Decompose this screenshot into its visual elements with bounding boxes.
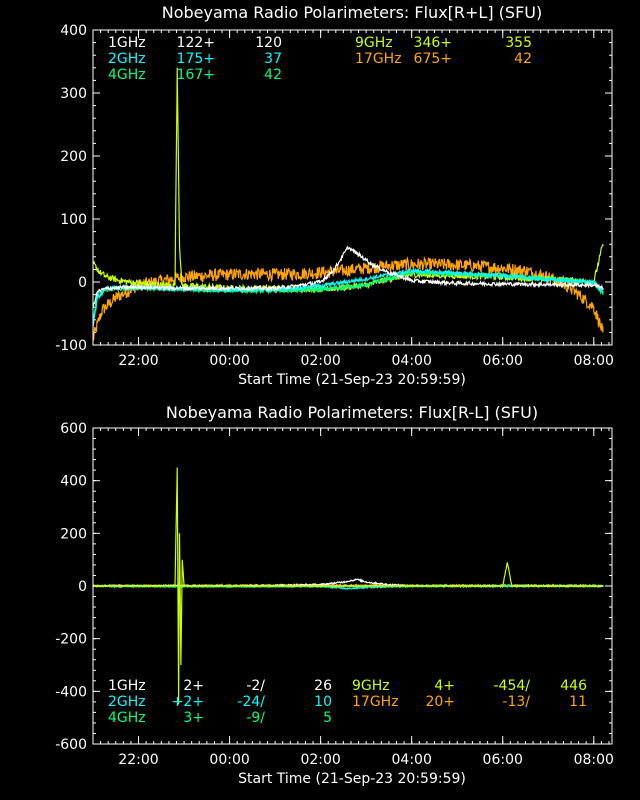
x-tick-label: 22:00: [118, 752, 158, 768]
legend-frequency: 2GHz: [108, 694, 146, 710]
data-series: [93, 67, 604, 341]
x-tick-label: 00:00: [209, 752, 249, 768]
legend-value-3: 11: [569, 694, 587, 710]
legend-value-2: 37: [264, 51, 282, 67]
flux-r-plus-l-panel: Nobeyama Radio Polarimeters: Flux[R+L] (…: [55, 3, 614, 388]
y-tick-label: 200: [60, 149, 87, 165]
x-tick-label: 08:00: [574, 752, 614, 768]
legend-value-2: -454/: [494, 678, 531, 694]
y-tick-label: 400: [60, 23, 87, 39]
plot-frame: [92, 29, 613, 346]
y-tick-label: 300: [60, 86, 87, 102]
y-tick-label: -100: [55, 338, 87, 354]
y-tick-label: 200: [60, 526, 87, 542]
legend-frequency: 9GHz: [355, 35, 393, 51]
y-tick-label: 100: [60, 212, 87, 228]
x-tick-label: 02:00: [300, 353, 340, 369]
series-line: [93, 467, 604, 705]
legend-frequency: 1GHz: [108, 35, 146, 51]
legend-value-1: 122+: [177, 35, 215, 51]
legend-value-2: -13/: [502, 694, 530, 710]
flux-r-minus-l-panel: Nobeyama Radio Polarimeters: Flux[R-L] (…: [55, 403, 614, 787]
legend-value-2: -9/: [246, 710, 265, 726]
legend-value-3: 10: [314, 694, 332, 710]
legend: 1GHz 122+ 120 2GHz 175+ 37 4GHz 167+ 42 9GHz 346+ 3…: [108, 35, 532, 83]
legend-value-2: 355: [505, 35, 532, 51]
legend-frequency: 4GHz: [108, 710, 146, 726]
legend-value-3: 446: [560, 678, 587, 694]
y-tick-label: 0: [78, 275, 87, 291]
chart-title: Nobeyama Radio Polarimeters: Flux[R-L] (…: [166, 403, 538, 422]
legend-value-2: 120: [255, 35, 282, 51]
legend: 1GHz 2+ -2/26 2GHz +2+ -24/10 4GHz 3+ -9/5 9GHz 4+…: [108, 678, 587, 726]
x-tick-label: 22:00: [118, 353, 158, 369]
legend-value-1: +2+: [172, 694, 204, 710]
legend-value-3: 26: [314, 678, 332, 694]
x-axis-label: Start Time (21-Sep-23 20:59:59): [238, 771, 466, 787]
legend-value-3: 5: [323, 710, 332, 726]
chart-title: Nobeyama Radio Polarimeters: Flux[R+L] (…: [162, 3, 542, 22]
legend-value-2: 42: [514, 51, 532, 67]
legend-frequency: 17GHz: [355, 51, 402, 67]
plot-frame: [92, 427, 613, 745]
legend-value-2: -2/: [246, 678, 265, 694]
x-tick-label: 08:00: [574, 353, 614, 369]
y-tick-label: 600: [60, 421, 87, 437]
legend-value-1: 20+: [425, 694, 455, 710]
x-axis-label: Start Time (21-Sep-23 20:59:59): [238, 372, 466, 388]
axis-ticks: -100 0 100 200 300 400 22:00 00:00 02:00 04:00 06:…: [55, 23, 614, 369]
y-tick-label: 0: [78, 579, 87, 595]
legend-frequency: 17GHz: [352, 694, 399, 710]
x-tick-label: 04:00: [392, 752, 432, 768]
legend-frequency: 2GHz: [108, 51, 146, 67]
x-tick-label: 00:00: [209, 353, 249, 369]
legend-value-2: 42: [264, 67, 282, 83]
x-tick-label: 02:00: [300, 752, 340, 768]
legend-frequency: 9GHz: [352, 678, 390, 694]
legend-value-1: 4+: [434, 678, 455, 694]
x-tick-label: 06:00: [483, 752, 523, 768]
legend-value-1: 3+: [183, 710, 204, 726]
legend-value-1: 2+: [183, 678, 204, 694]
x-tick-label: 04:00: [392, 353, 432, 369]
x-tick-label: 06:00: [483, 353, 523, 369]
y-tick-label: -200: [55, 632, 87, 648]
legend-frequency: 4GHz: [108, 67, 146, 83]
y-tick-label: -400: [55, 684, 87, 700]
series-line: [93, 256, 604, 341]
y-tick-label: 400: [60, 474, 87, 490]
legend-value-1: 675+: [414, 51, 452, 67]
legend-value-1: 175+: [177, 51, 215, 67]
series-line: [93, 245, 604, 308]
legend-frequency: 1GHz: [108, 678, 146, 694]
legend-value-2: -24/: [237, 694, 265, 710]
legend-value-1: 167+: [177, 67, 215, 83]
legend-value-1: 346+: [414, 35, 452, 51]
data-series: [93, 467, 604, 705]
y-tick-label: -600: [55, 737, 87, 753]
